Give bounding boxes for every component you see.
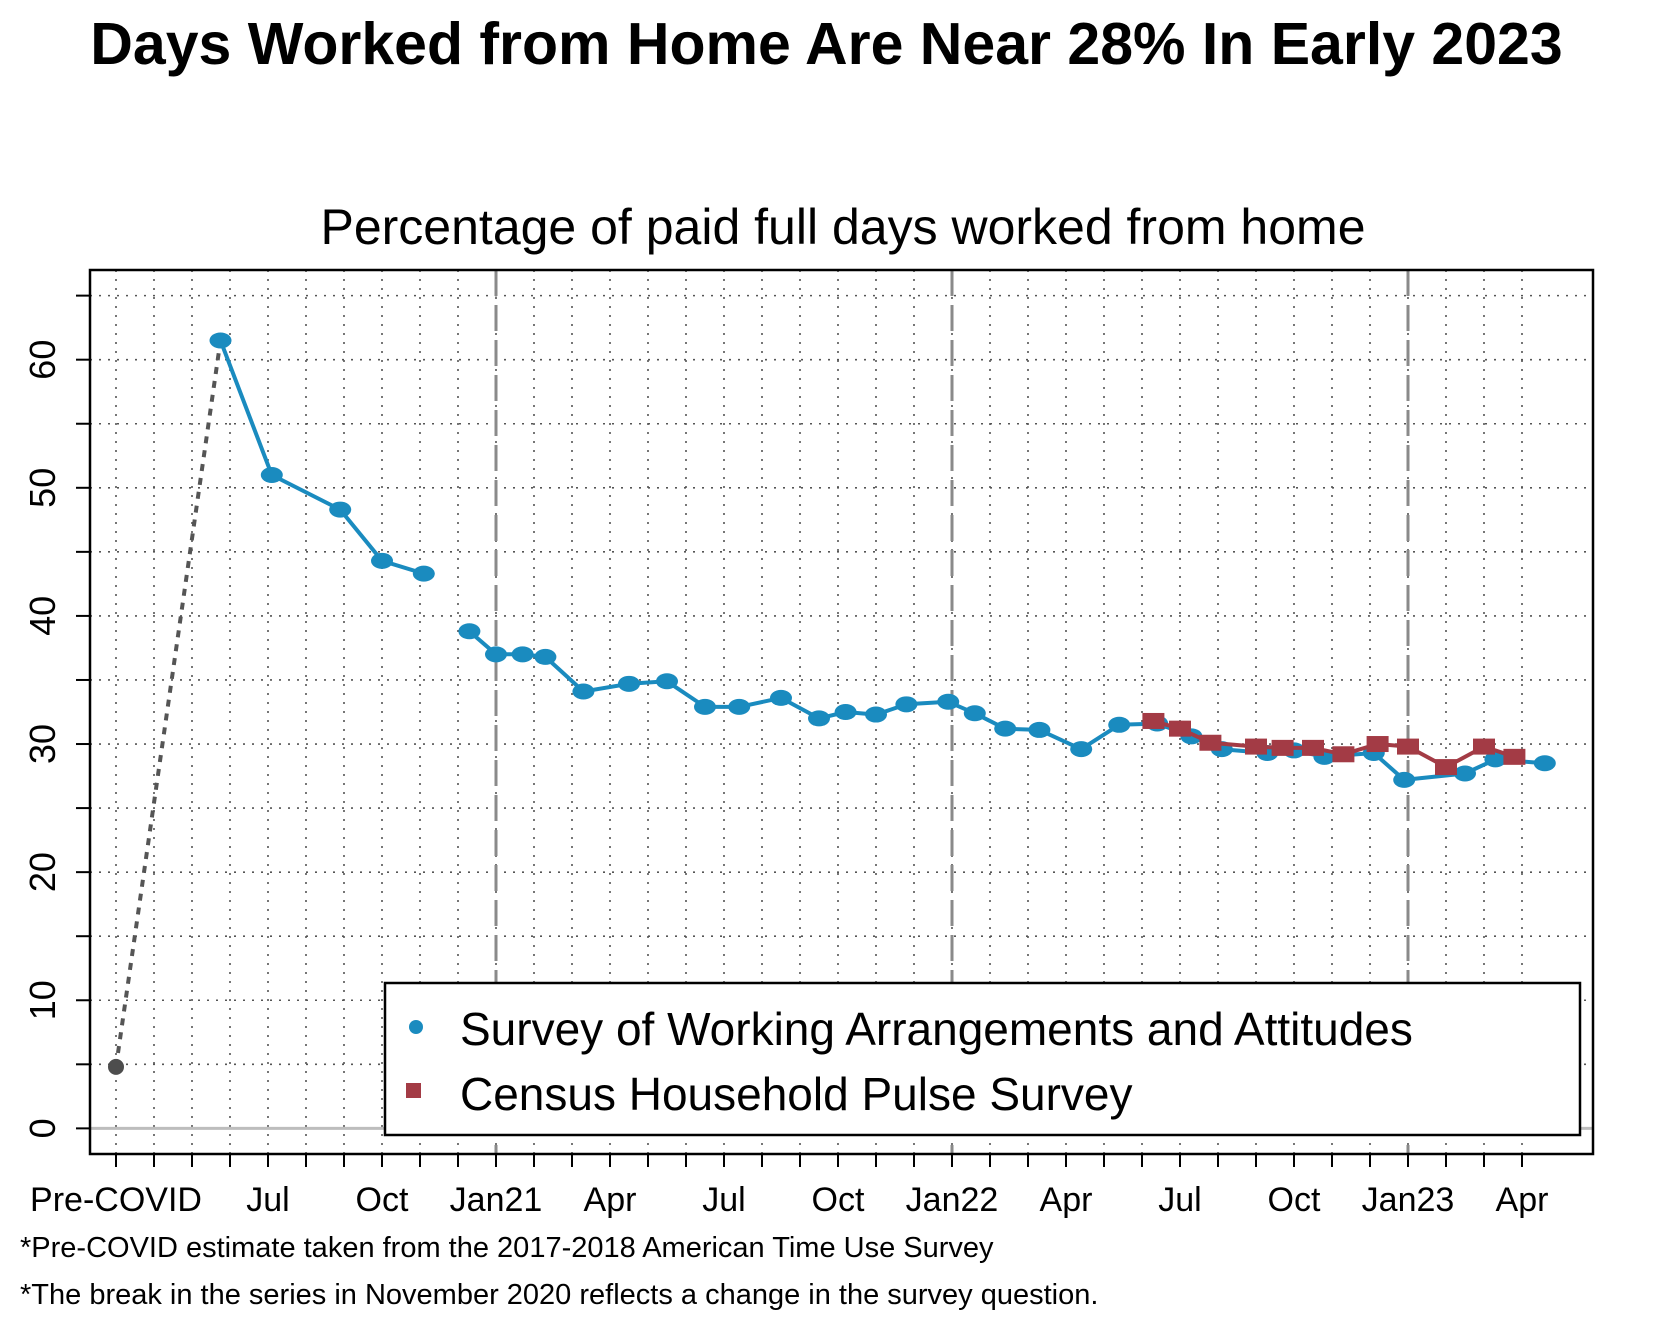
x-tick-label: Jan23 <box>1362 1181 1455 1219</box>
data-point-census <box>1199 734 1222 751</box>
y-tick-label: 10 <box>22 980 63 1020</box>
data-point-swaa <box>994 720 1017 737</box>
y-tick-label: 40 <box>22 596 63 636</box>
precovid-connector <box>114 340 223 1068</box>
data-point-swaa <box>371 552 393 569</box>
data-point-swaa <box>1028 721 1051 738</box>
x-tick-label: Oct <box>1268 1181 1321 1219</box>
legend-label-census: Census Household Pulse Survey <box>460 1068 1132 1120</box>
data-point-swaa <box>963 705 986 722</box>
legend-box <box>383 981 1582 1137</box>
y-tick-label: 30 <box>22 724 63 764</box>
data-point-swaa <box>865 706 887 723</box>
data-point-swaa <box>770 689 792 706</box>
data-point-census <box>1503 748 1526 765</box>
x-tick-label: Oct <box>356 1181 409 1219</box>
legend: Survey of Working Arrangements and Attit… <box>383 981 1582 1137</box>
x-tick-label: Apr <box>1496 1181 1549 1219</box>
x-axis: Pre-COVID Jul Oct Jan21 Apr Jul Oct Jan22 Apr Jul… <box>30 1154 1548 1219</box>
x-tick-label: Apr <box>584 1181 637 1219</box>
legend-marker-swaa <box>409 1020 423 1034</box>
data-point-swaa <box>458 623 481 640</box>
legend-label-swaa: Survey of Working Arrangements and Attit… <box>460 1003 1413 1055</box>
chart: Percentage of paid full days worked from… <box>22 199 1595 1219</box>
legend-marker-census <box>406 1083 421 1098</box>
data-point-census <box>1271 739 1294 756</box>
footnote-precovid: *Pre-COVID estimate taken from the 2017-… <box>20 1232 994 1264</box>
data-point-swaa <box>1454 765 1476 782</box>
data-point-swaa <box>534 648 557 665</box>
main-title: Days Worked from Home Are Near 28% In Ea… <box>90 11 1563 77</box>
data-point-swaa <box>1108 716 1131 733</box>
x-tick-label: Jul <box>1158 1181 1201 1219</box>
y-tick-label: 50 <box>22 468 63 508</box>
data-point-swaa <box>329 501 352 518</box>
series-line-swaa <box>468 629 1545 782</box>
data-point-census <box>1366 736 1389 753</box>
precovid-point <box>108 1058 124 1075</box>
x-tick-label: Jan21 <box>450 1181 543 1219</box>
data-point-swaa <box>1070 741 1093 758</box>
data-point-census <box>1473 738 1495 755</box>
series-layer <box>108 332 1556 1075</box>
data-point-census <box>1302 739 1324 756</box>
plot-frame <box>88 268 1595 1156</box>
data-point-swaa <box>209 332 232 349</box>
data-point-swaa <box>895 696 918 713</box>
data-point-census <box>1245 738 1267 755</box>
data-point-swaa <box>728 698 751 715</box>
data-point-swaa <box>694 698 716 715</box>
footnote-series-break: *The break in the series in November 202… <box>20 1279 1099 1311</box>
data-point-swaa <box>937 693 960 710</box>
x-tick-label: Jul <box>246 1181 289 1219</box>
y-tick-label: 60 <box>22 340 63 380</box>
data-point-swaa <box>834 704 857 720</box>
data-point-swaa <box>260 466 283 483</box>
y-axis: 0 10 20 30 40 50 60 <box>22 294 90 1138</box>
data-point-swaa <box>485 646 507 663</box>
data-point-swaa <box>1393 771 1416 788</box>
data-point-census <box>1332 746 1355 763</box>
data-point-swaa <box>1484 751 1507 768</box>
x-tick-label: Oct <box>812 1181 865 1219</box>
data-point-swaa <box>412 565 435 582</box>
x-tick-label: Jan22 <box>906 1181 999 1219</box>
data-point-census <box>1397 738 1419 755</box>
data-point-swaa <box>1533 755 1556 772</box>
data-point-swaa <box>808 710 830 727</box>
data-point-swaa <box>572 683 595 700</box>
y-tick-label: 20 <box>22 852 63 892</box>
data-point-swaa <box>656 673 678 690</box>
chart-title: Percentage of paid full days worked from… <box>321 199 1366 255</box>
data-point-swaa <box>511 646 534 663</box>
x-tick-label: Pre-COVID <box>30 1181 202 1219</box>
x-tick-label: Apr <box>1040 1181 1093 1219</box>
data-point-census <box>1435 759 1457 776</box>
data-point-swaa <box>618 675 640 692</box>
data-point-census <box>1142 712 1165 729</box>
x-tick-label: Jul <box>702 1181 745 1219</box>
y-tick-label: 0 <box>22 1118 63 1138</box>
data-point-census <box>1169 720 1191 737</box>
series-line-swaa <box>218 339 425 576</box>
